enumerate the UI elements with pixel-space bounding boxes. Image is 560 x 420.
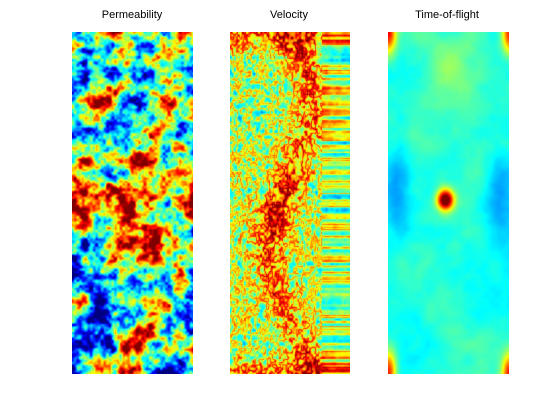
permeability-title: Permeability (101, 9, 163, 21)
velocity-title: Velocity (270, 9, 308, 21)
time-of-flight-heatmap (388, 32, 509, 374)
velocity-heatmap (230, 32, 350, 374)
permeability-heatmap (72, 32, 193, 374)
time-of-flight-title: Time-of-flight (415, 9, 479, 21)
